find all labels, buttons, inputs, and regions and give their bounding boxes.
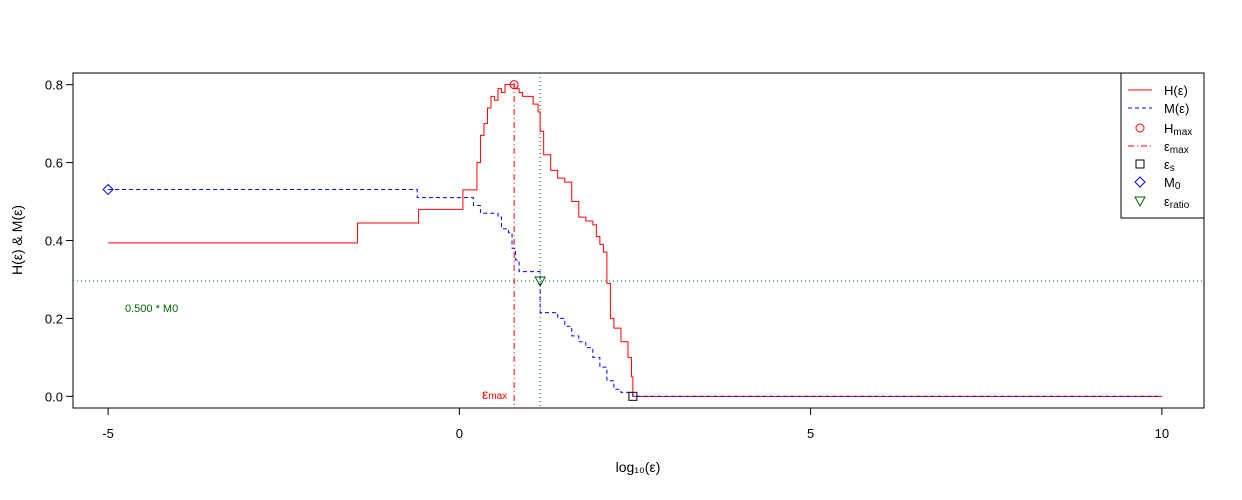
legend-label-base-Hmax: H bbox=[1164, 121, 1173, 136]
y-tick-label-1: 0.2 bbox=[45, 311, 63, 326]
y-tick-label-4: 0.8 bbox=[45, 78, 63, 93]
legend-label-sub-eratio: ratio bbox=[1170, 200, 1190, 211]
legend-label-sub-es: s bbox=[1170, 163, 1175, 174]
legend-label-base-M0: M bbox=[1164, 175, 1175, 190]
legend-label-base-M: M(ε) bbox=[1164, 101, 1189, 116]
legend-label-base-es: ε bbox=[1164, 157, 1170, 172]
series-layer bbox=[108, 84, 1162, 397]
eps-max-annotation: εmax bbox=[482, 386, 507, 402]
y-axis-label: H(ε) & M(ε) bbox=[9, 205, 25, 275]
eps-s-marker bbox=[628, 391, 638, 401]
y-tick-label-2: 0.4 bbox=[45, 234, 63, 249]
m0-marker bbox=[102, 183, 114, 196]
legend-label-base-H: H(ε) bbox=[1164, 83, 1188, 98]
legend-label-Hmax: Hmax bbox=[1164, 121, 1192, 138]
legend-label-H: H(ε) bbox=[1164, 83, 1188, 98]
legend-symbol-eratio bbox=[1134, 196, 1146, 208]
legend-label-M0: M0 bbox=[1164, 175, 1181, 192]
legend-label-base-emax: ε bbox=[1164, 139, 1170, 154]
legend-label-sub-emax: max bbox=[1170, 145, 1189, 156]
h-max-marker bbox=[509, 80, 519, 90]
x-tick-label-2: 5 bbox=[807, 426, 814, 441]
legend-box bbox=[1120, 72, 1205, 219]
series-line-0 bbox=[108, 84, 1162, 397]
y-tick-label-3: 0.6 bbox=[45, 156, 63, 171]
half-m0-annotation: 0.500 * M0 bbox=[125, 303, 178, 315]
x-tick-label-3: 10 bbox=[1155, 426, 1169, 441]
eps-ratio-marker bbox=[534, 276, 547, 288]
legend-label-sub-Hmax: max bbox=[1173, 127, 1192, 138]
marker-layer bbox=[102, 80, 638, 401]
legend-symbol-M0 bbox=[1134, 176, 1146, 188]
y-tick-label-0: 0.0 bbox=[45, 389, 63, 404]
legend-symbol-es bbox=[1135, 159, 1145, 169]
legend-label-M: M(ε) bbox=[1164, 101, 1189, 116]
series-line-1 bbox=[108, 188, 1162, 397]
legend-label-emax: εmax bbox=[1164, 139, 1189, 156]
plot-frame bbox=[72, 72, 1205, 409]
legend-label-sub-M0: 0 bbox=[1175, 181, 1181, 192]
legend-label-base-eratio: ε bbox=[1164, 194, 1170, 209]
legend-symbol-Hmax bbox=[1135, 123, 1145, 133]
legend-label-es: εs bbox=[1164, 157, 1175, 174]
x-axis-label: log₁₀(ε) bbox=[616, 459, 661, 475]
x-tick-label-0: -5 bbox=[102, 426, 114, 441]
legend-label-eratio: εratio bbox=[1164, 194, 1190, 211]
x-tick-label-1: 0 bbox=[456, 426, 463, 441]
axis-layer: -5 0 5 10 0.0 0.2 0.4 0.6 0.8 bbox=[45, 78, 1169, 441]
reference-lines bbox=[73, 73, 1204, 408]
